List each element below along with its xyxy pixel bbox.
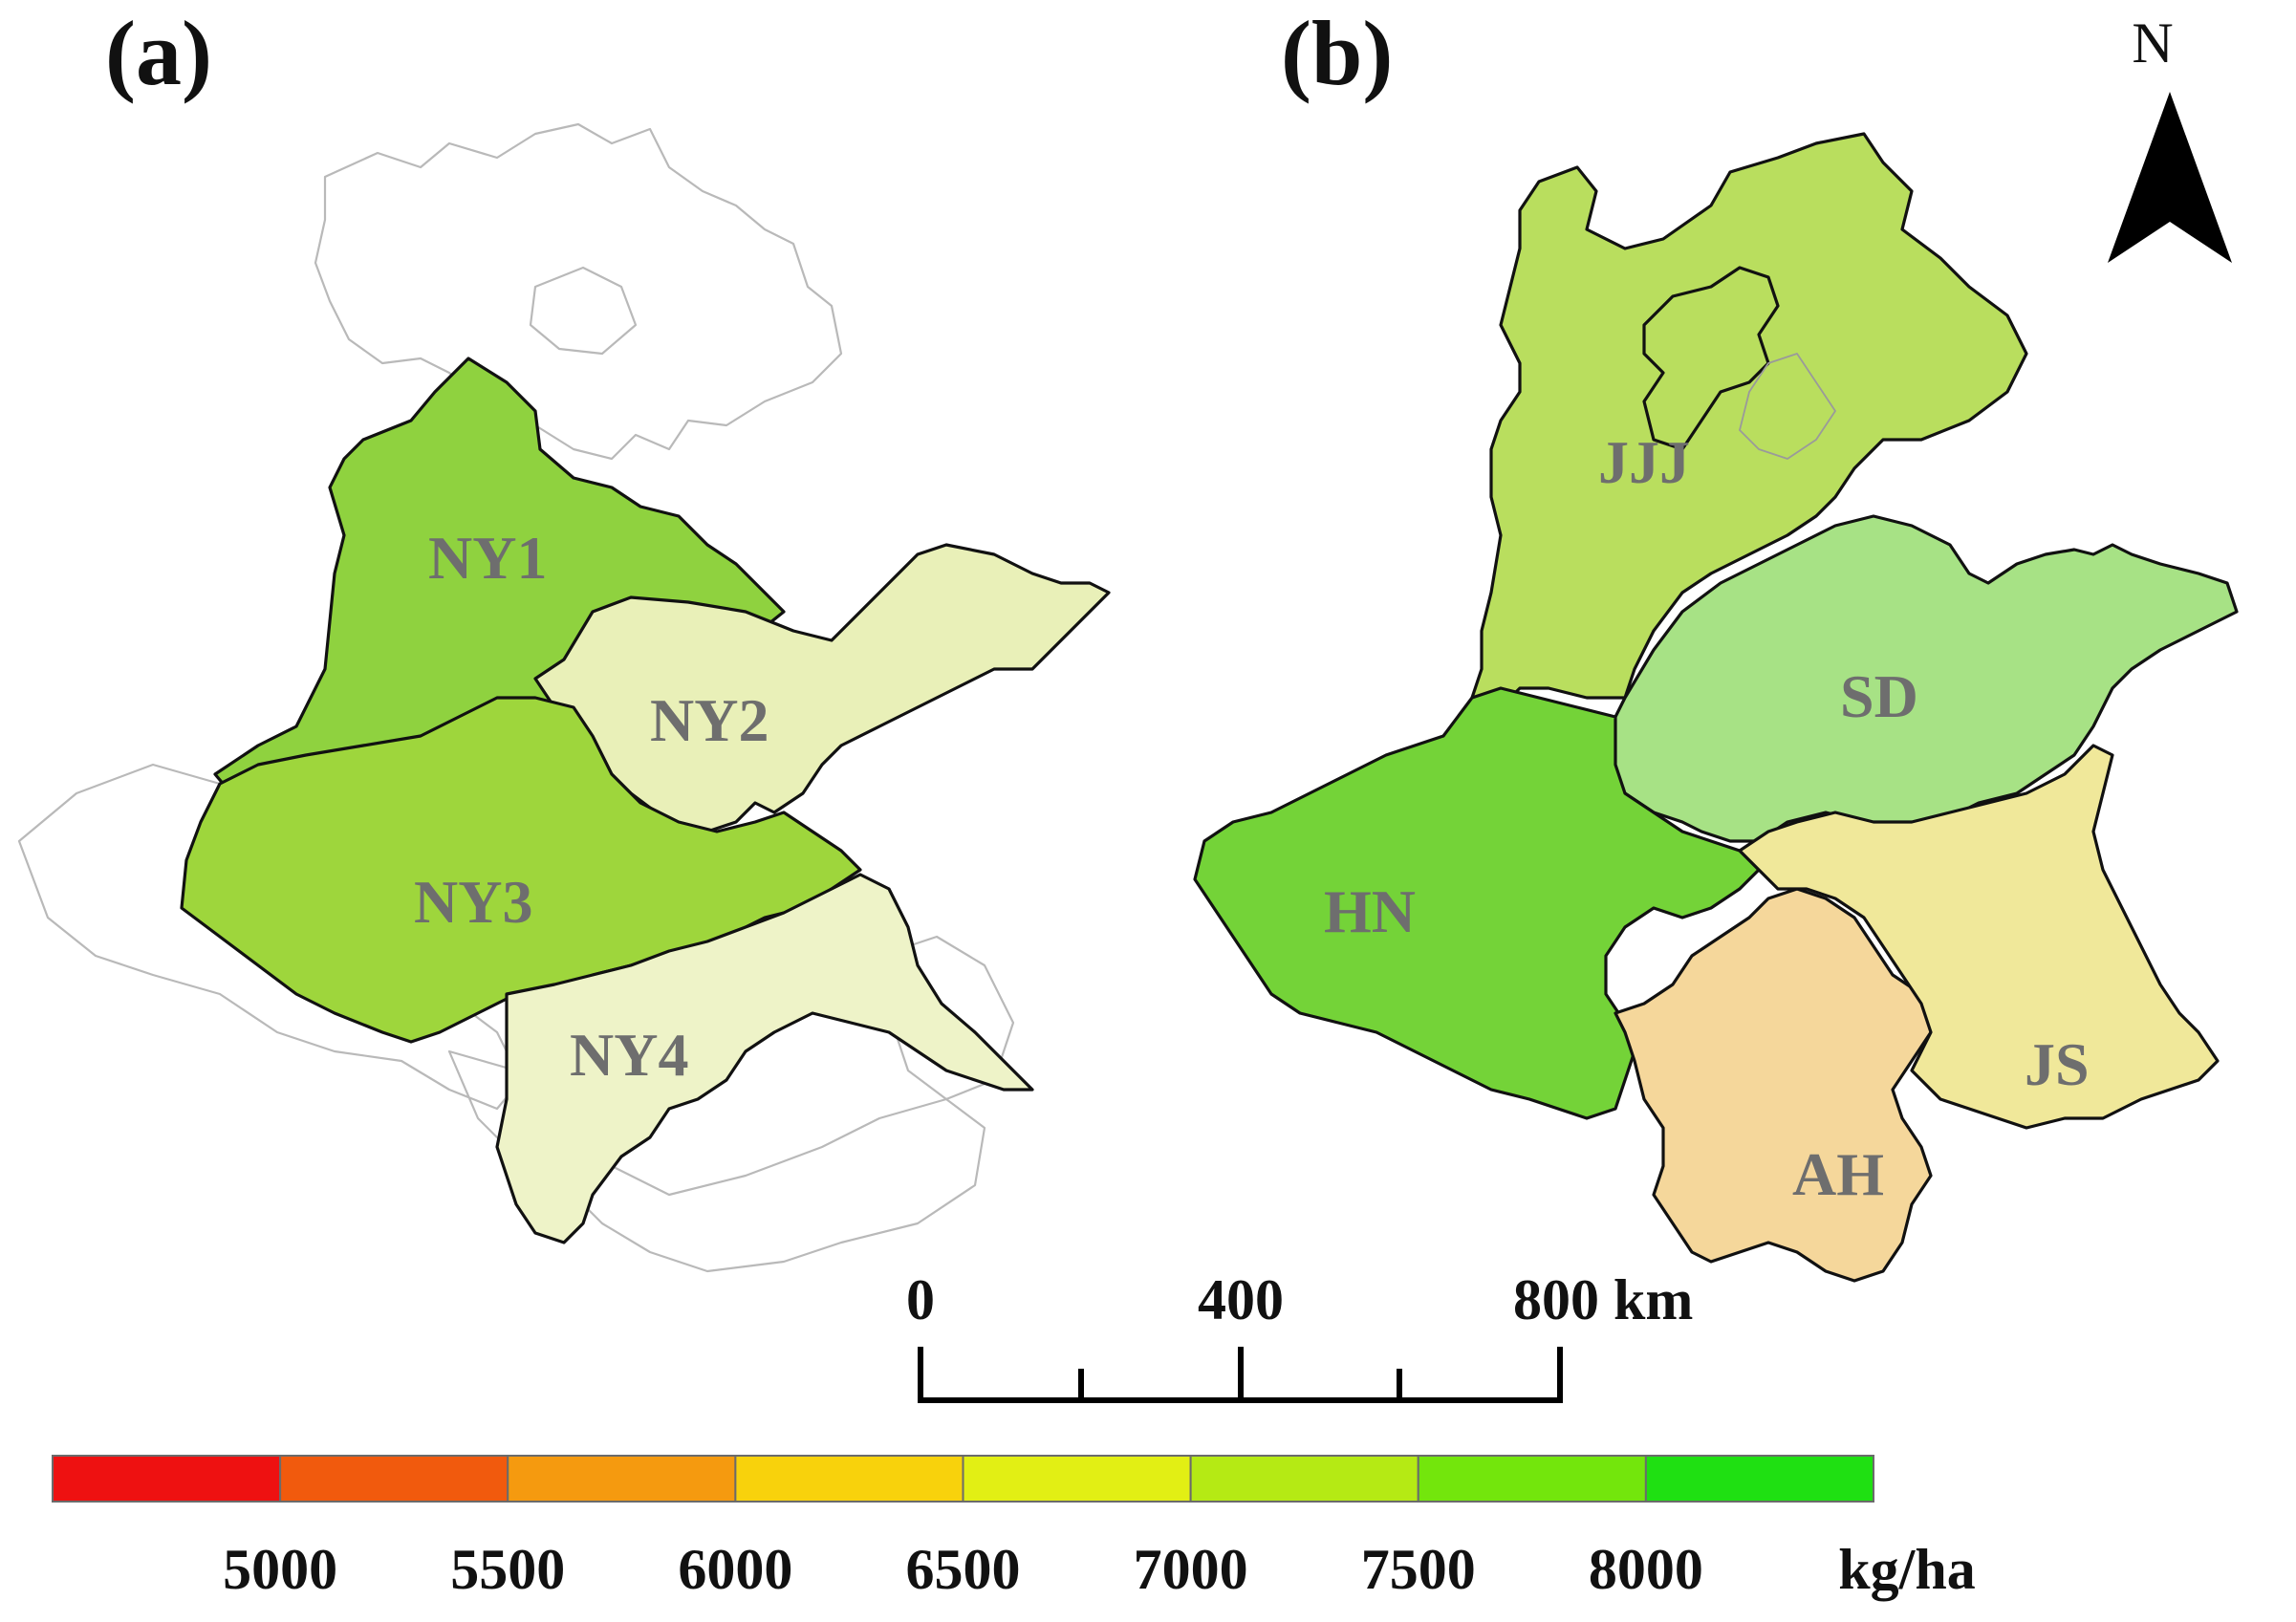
region-label-hn: HN [1324, 877, 1416, 945]
legend-labels: 5000 5500 6000 6500 7000 7500 8000 [223, 1538, 1703, 1601]
legend-break-label: 5500 [450, 1538, 565, 1601]
panel-a-label: (a) [105, 2, 212, 104]
panel-a-region-boundaries [180, 357, 1111, 1244]
scale-bar: 0 400 800 km [906, 1268, 1693, 1403]
legend-unit: kg/ha [1838, 1538, 1975, 1601]
region-label-sd: SD [1840, 662, 1918, 730]
region-label-ny3: NY3 [414, 868, 532, 936]
scale-tick-400: 400 [1198, 1268, 1284, 1331]
north-arrow-label: N [2132, 11, 2173, 75]
region-label-ah: AH [1792, 1140, 1884, 1208]
legend-swatches [52, 1455, 1874, 1503]
legend-swatch [1189, 1455, 1419, 1503]
legend-swatch [1644, 1455, 1874, 1503]
panel-b: (b) JJJ SD HN AH JS [1193, 2, 2239, 1283]
scale-bar-line [918, 1347, 1563, 1403]
legend-break-label: 6000 [678, 1538, 792, 1601]
legend: 5000 5500 6000 6500 7000 7500 8000 kg/ha [52, 1455, 1976, 1601]
legend-break-label: 8000 [1589, 1538, 1703, 1601]
scale-tick-0: 0 [906, 1268, 935, 1331]
north-arrow: N [2108, 11, 2232, 263]
legend-swatch [962, 1455, 1192, 1503]
region-label-js: JS [2025, 1030, 2090, 1098]
region-label-ny2: NY2 [650, 686, 769, 754]
region-label-jjj: JJJ [1598, 428, 1690, 496]
panel-b-label: (b) [1281, 2, 1393, 104]
legend-break-label: 6500 [906, 1538, 1021, 1601]
legend-swatch [734, 1455, 964, 1503]
tianjin-boundary [1739, 353, 1836, 460]
beijing-boundary [1642, 266, 1780, 451]
legend-swatch [507, 1455, 737, 1503]
scale-tick-800: 800 km [1513, 1268, 1693, 1331]
panel-b-region-boundaries [1193, 132, 2239, 1283]
admin-outline-beijing [529, 266, 638, 356]
region-label-ny1: NY1 [428, 524, 547, 592]
legend-swatch [1417, 1455, 1647, 1503]
legend-break-label: 5000 [223, 1538, 337, 1601]
legend-break-label: 7500 [1361, 1538, 1476, 1601]
legend-break-label: 7000 [1134, 1538, 1248, 1601]
admin-outline-north [314, 122, 843, 461]
region-label-ny4: NY4 [570, 1021, 688, 1089]
legend-swatch [279, 1455, 509, 1503]
north-arrow-icon [2108, 92, 2232, 263]
legend-swatch [52, 1455, 282, 1503]
panel-a: (a) NY1 NY2 NY3 NY4 [17, 2, 1111, 1273]
